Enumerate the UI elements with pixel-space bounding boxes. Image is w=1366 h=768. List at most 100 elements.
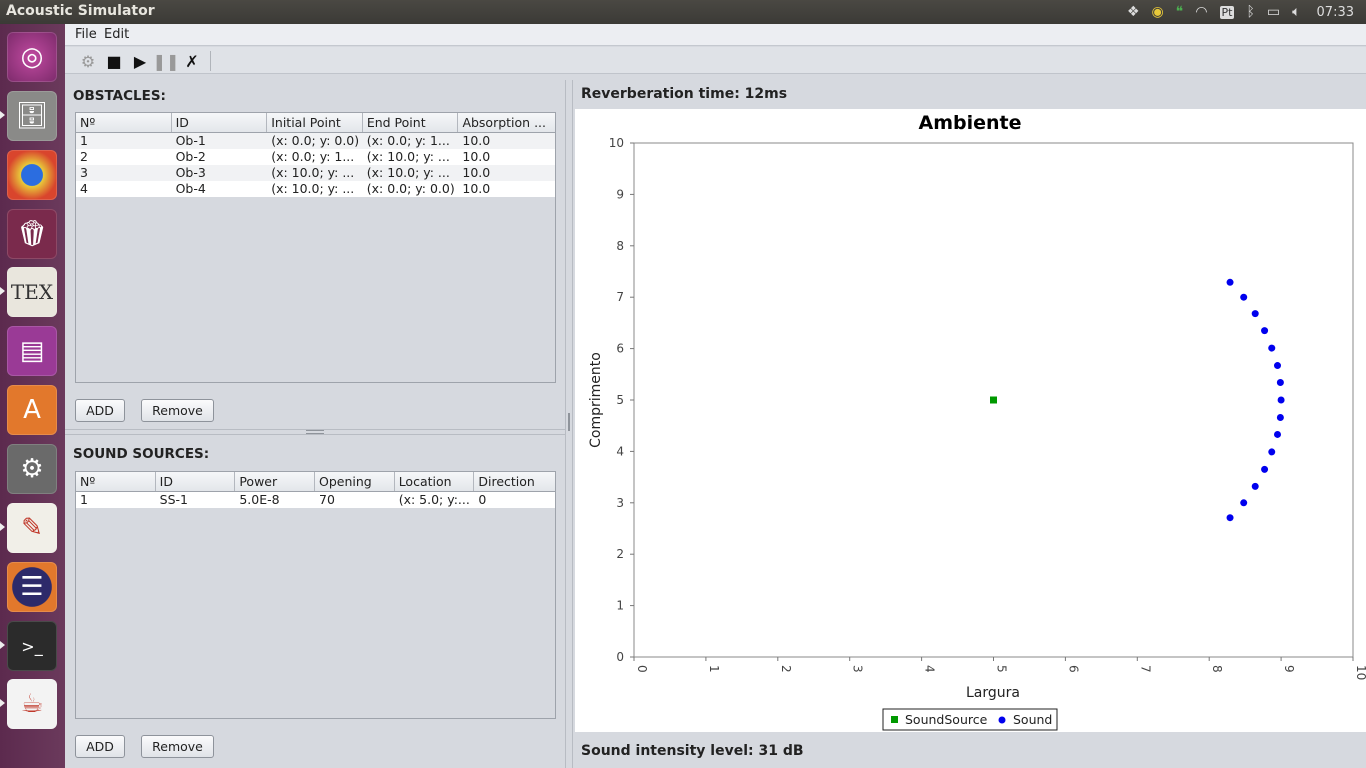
column-header[interactable]: End Point [363,113,459,132]
sound-point [1274,430,1282,438]
table-cell: 70 [319,492,335,507]
column-header[interactable]: Location [395,472,475,491]
x-tick-label: 0 [635,665,649,673]
sources-table[interactable]: Nº ID Power Opening Location Direction 1… [75,471,556,719]
table-row[interactable]: 4 Ob-4 (x: 10.0; y: ... (x: 0.0; y: 0.0)… [76,181,555,197]
horizontal-split-divider[interactable] [65,429,565,435]
table-cell: (x: 0.0; y: 1... [366,133,450,148]
sound-point [1276,413,1284,421]
obstacles-remove-button[interactable]: Remove [141,399,214,422]
bluetooth-icon[interactable]: ᛒ [1246,4,1255,20]
legend-label-sound: Sound [1013,712,1052,727]
table-row[interactable]: 1 SS-1 5.0E-8 70 (x: 5.0; y:... 0 [76,492,555,508]
chrome-icon[interactable]: ◉ [1151,4,1164,20]
wifi-icon[interactable]: ◠ [1195,4,1208,20]
legend: SoundSource Sound [882,708,1058,731]
popcorn-time-icon[interactable]: 🍿︎ [7,209,57,259]
x-axis-label: Largura [966,685,1020,701]
pdf-reader-icon[interactable]: ✎ [0,503,57,553]
column-header[interactable]: ID [156,472,236,491]
dropbox-icon[interactable]: ❖ [1126,4,1140,20]
y-tick-label: 1 [616,599,624,613]
y-tick-label: 3 [616,496,624,510]
menu-bar: File Edit [65,24,1366,46]
table-cell: 5.0E-8 [239,492,280,507]
ubuntu-dash-icon[interactable]: ◎ [7,32,57,82]
terminal-icon[interactable]: >_ [0,621,57,671]
table-cell: 4 [80,181,88,196]
workspace-switcher-icon[interactable]: ▤ [7,326,57,376]
keyboard-icon[interactable]: Pt [1219,5,1235,19]
play-icon[interactable]: ▶ [133,51,147,71]
java-icon[interactable]: ☕︎ [0,679,57,729]
column-header[interactable]: Nº [76,113,172,132]
sound-point [1240,293,1248,301]
system-settings-icon[interactable]: ⚙ [7,444,57,494]
table-row[interactable]: 2 Ob-2 (x: 0.0; y: 1... (x: 10.0; y: ...… [76,149,555,165]
stop-icon[interactable]: ■ [106,51,122,71]
sources-remove-button[interactable]: Remove [141,735,214,758]
vertical-split-divider[interactable] [565,80,573,768]
settings-gear-icon[interactable]: ⚙ [80,51,96,71]
legend-label-soundsource: SoundSource [905,712,988,727]
toolbar-separator [210,51,211,71]
chrome-icon[interactable] [7,150,57,200]
system-top-panel: Acoustic Simulator ❖ ◉ ❝ ◠ Pt ᛒ ▭ 🔈︎ 07:… [0,0,1366,24]
y-tick-label: 9 [616,187,624,201]
column-header[interactable]: Direction [478,474,535,489]
y-axis-label: Comprimento [588,352,604,448]
battery-icon[interactable]: ▭ [1266,4,1281,20]
column-header[interactable]: ID [172,113,268,132]
sound-point [1251,482,1259,490]
menu-edit[interactable]: Edit [104,27,130,42]
eclipse-icon[interactable]: ☰ [7,562,57,612]
table-empty-area [76,508,555,718]
x-tick-label: 8 [1210,665,1224,673]
sound-point [1276,379,1284,387]
table-cell: Ob-3 [175,165,206,180]
x-tick-label: 10 [1354,665,1366,680]
table-cell: 2 [80,149,88,164]
sources-table-body: 1 SS-1 5.0E-8 70 (x: 5.0; y:... 0 [76,492,555,508]
volume-icon[interactable]: 🔈︎ [1292,4,1301,20]
menu-file[interactable]: File [75,27,97,42]
table-cell: 10.0 [462,149,491,164]
sound-point [1274,362,1282,370]
column-header[interactable]: Absorption ... [462,115,546,130]
tools-icon[interactable]: ✗ [185,51,199,71]
hangouts-icon[interactable]: ❝ [1175,4,1184,20]
clock[interactable]: 07:33 [1316,4,1354,20]
texmaker-icon[interactable]: TEX [0,267,57,317]
x-axis: 0 1 2 3 4 5 6 7 8 9 10 [633,657,1366,680]
obstacles-add-button[interactable]: ADD [75,399,125,422]
column-header[interactable]: Power [235,472,316,491]
y-axis: 0 1 2 3 4 5 6 7 8 9 10 [609,136,634,664]
x-tick-label: 5 [995,665,1009,673]
obstacles-table-body: 1 Ob-1 (x: 0.0; y: 0.0) (x: 0.0; y: 1...… [76,133,555,197]
software-center-icon[interactable]: A [7,385,57,435]
table-cell: 10.0 [462,133,491,148]
file-manager-icon[interactable]: 🗄︎ [0,91,57,141]
y-tick-label: 8 [616,239,624,253]
y-tick-label: 10 [609,136,624,150]
system-tray: ❖ ◉ ❝ ◠ Pt ᛒ ▭ 🔈︎ 07:33 [1127,0,1354,24]
table-cell: (x: 0.0; y: 1... [271,149,355,164]
table-row[interactable]: 3 Ob-3 (x: 10.0; y: ... (x: 10.0; y: ...… [76,165,555,181]
column-header[interactable]: Opening [315,472,395,491]
sound-point [1261,327,1269,335]
table-empty-area [76,197,555,382]
column-header[interactable]: Nº [76,472,156,491]
table-cell: (x: 10.0; y: ... [271,181,355,196]
column-header[interactable]: Initial Point [267,113,363,132]
table-cell: (x: 10.0; y: ... [366,149,450,164]
pause-icon[interactable]: ❚❚ [152,51,180,71]
table-cell: SS-1 [159,492,189,507]
ambiente-scatter-chart: Ambiente 0 1 2 3 4 5 6 7 8 9 10 0 1 2 3 4 5 6 7 8 9 10 Largu… [588,112,1366,731]
table-row[interactable]: 1 Ob-1 (x: 0.0; y: 0.0) (x: 0.0; y: 1...… [76,133,555,149]
table-cell: 10.0 [462,165,491,180]
obstacles-table[interactable]: Nº ID Initial Point End Point Absorption… [75,112,556,383]
table-cell: (x: 10.0; y: ... [366,165,450,180]
chart-panel: Ambiente 0 1 2 3 4 5 6 7 8 9 10 0 1 2 3 4 5 6 7 8 9 10 Largu… [575,109,1366,732]
sources-add-button[interactable]: ADD [75,735,125,758]
sound-point [1277,396,1285,404]
